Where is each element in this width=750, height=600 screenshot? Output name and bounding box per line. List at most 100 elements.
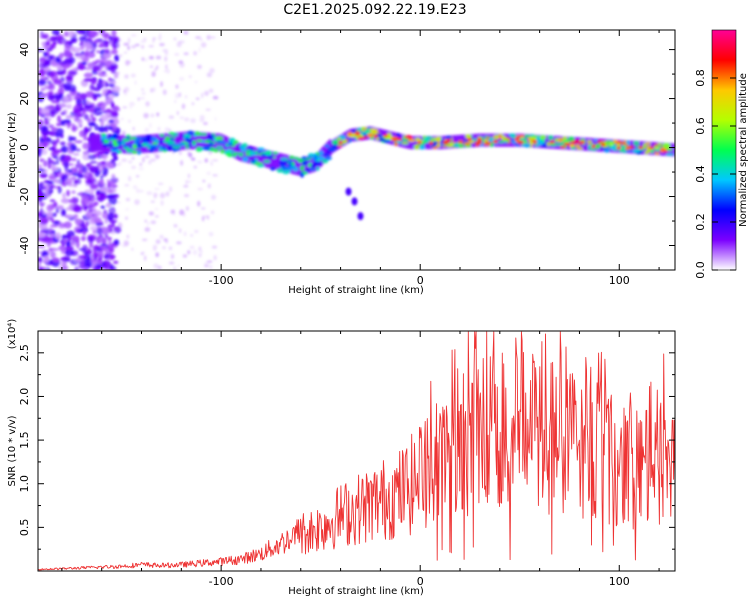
noise-speck bbox=[191, 157, 196, 161]
noise-speck bbox=[65, 249, 75, 256]
noise-speck bbox=[124, 216, 129, 220]
noise-speck bbox=[65, 207, 71, 211]
noise-speck bbox=[151, 70, 156, 77]
noise-speck bbox=[87, 203, 94, 209]
noise-speck bbox=[84, 172, 89, 176]
noise-speck bbox=[168, 261, 175, 265]
ridge-peak bbox=[649, 146, 654, 150]
ridge-cell bbox=[634, 148, 642, 152]
noise-speck bbox=[83, 114, 89, 121]
ridge-cell bbox=[351, 129, 357, 133]
ridge-cell bbox=[113, 143, 119, 147]
ridge-cell bbox=[587, 144, 592, 148]
noise-speck bbox=[73, 179, 78, 185]
noise-speck bbox=[65, 241, 71, 247]
noise-speck bbox=[63, 161, 69, 169]
noise-speck bbox=[124, 183, 130, 187]
ridge-cell bbox=[654, 152, 660, 156]
noise-speck bbox=[38, 136, 44, 144]
noise-speck bbox=[65, 176, 74, 184]
noise-speck bbox=[68, 198, 78, 204]
ridge-cell bbox=[509, 139, 516, 143]
noise-speck bbox=[38, 48, 45, 53]
noise-speck bbox=[109, 123, 117, 128]
y-tick-label: 1.0 bbox=[18, 475, 31, 493]
noise-speck bbox=[50, 127, 59, 131]
noise-speck bbox=[118, 38, 123, 42]
noise-speck bbox=[46, 80, 52, 85]
noise-speck bbox=[99, 179, 104, 185]
noise-speck bbox=[75, 30, 85, 34]
noise-speck bbox=[121, 117, 124, 121]
noise-speck bbox=[83, 126, 89, 135]
ridge-cell bbox=[368, 128, 375, 132]
ridge-cell bbox=[523, 143, 532, 148]
noise-speck bbox=[132, 185, 138, 190]
ridge-cell bbox=[111, 134, 119, 140]
noise-speck bbox=[92, 251, 98, 259]
ridge-cell bbox=[270, 166, 276, 171]
ridge-cell bbox=[487, 137, 495, 142]
noise-speck bbox=[82, 229, 87, 236]
ridge-cell bbox=[100, 133, 106, 137]
noise-speck bbox=[97, 80, 106, 83]
ridge-cell bbox=[163, 146, 167, 151]
noise-speck bbox=[110, 158, 116, 164]
noise-speck bbox=[87, 247, 92, 254]
ridge-cell bbox=[321, 158, 329, 164]
noise-speck bbox=[196, 160, 203, 164]
x-tick-label: 0 bbox=[417, 274, 424, 287]
noise-speck bbox=[134, 43, 140, 47]
noise-speck bbox=[112, 38, 119, 44]
ridge-cell bbox=[100, 139, 105, 144]
ridge-cell bbox=[419, 145, 424, 149]
noise-speck bbox=[72, 47, 81, 54]
noise-speck bbox=[89, 50, 96, 54]
noise-speck bbox=[88, 107, 94, 113]
noise-speck bbox=[173, 37, 177, 41]
noise-speck bbox=[162, 49, 169, 53]
noise-speck bbox=[183, 211, 186, 218]
noise-speck bbox=[62, 95, 70, 103]
noise-speck bbox=[75, 53, 85, 60]
noise-speck bbox=[194, 80, 198, 84]
noise-speck bbox=[93, 113, 103, 116]
ridge-cell bbox=[391, 136, 398, 142]
noise-speck bbox=[50, 62, 60, 67]
noise-speck bbox=[63, 221, 72, 229]
ridge-cell bbox=[401, 141, 409, 145]
noise-speck bbox=[58, 222, 66, 229]
ridge-cell bbox=[299, 165, 305, 171]
ridge-cell bbox=[287, 159, 293, 163]
noise-speck bbox=[112, 226, 120, 231]
noise-speck bbox=[123, 92, 128, 96]
ridge-cell bbox=[232, 152, 237, 158]
noise-speck bbox=[99, 42, 104, 47]
y-tick-label: 0.5 bbox=[18, 519, 31, 537]
snr-series-line bbox=[38, 331, 675, 571]
ridge-peak bbox=[338, 141, 343, 145]
ridge-cell bbox=[539, 135, 547, 140]
noise-speck bbox=[91, 117, 97, 122]
ridge-cell bbox=[267, 155, 274, 160]
noise-speck bbox=[58, 54, 64, 59]
ridge-cell bbox=[633, 141, 640, 146]
noise-speck bbox=[204, 158, 209, 163]
colorbar-scale bbox=[712, 30, 736, 270]
noise-speck bbox=[182, 254, 188, 258]
noise-speck bbox=[45, 112, 51, 118]
ridge-cell bbox=[251, 158, 256, 163]
noise-speck bbox=[102, 33, 112, 40]
noise-speck bbox=[111, 30, 117, 38]
spectrogram-x-axis-title: Height of straight line (km) bbox=[288, 285, 424, 296]
noise-speck bbox=[103, 102, 110, 106]
noise-speck bbox=[168, 115, 175, 119]
noise-speck bbox=[211, 245, 218, 249]
noise-speck bbox=[123, 240, 129, 247]
noise-speck bbox=[174, 92, 180, 99]
noise-speck bbox=[94, 124, 99, 131]
noise-speck bbox=[60, 120, 66, 126]
noise-speck bbox=[38, 141, 43, 149]
noise-speck bbox=[87, 62, 94, 68]
noise-speck bbox=[54, 171, 64, 178]
